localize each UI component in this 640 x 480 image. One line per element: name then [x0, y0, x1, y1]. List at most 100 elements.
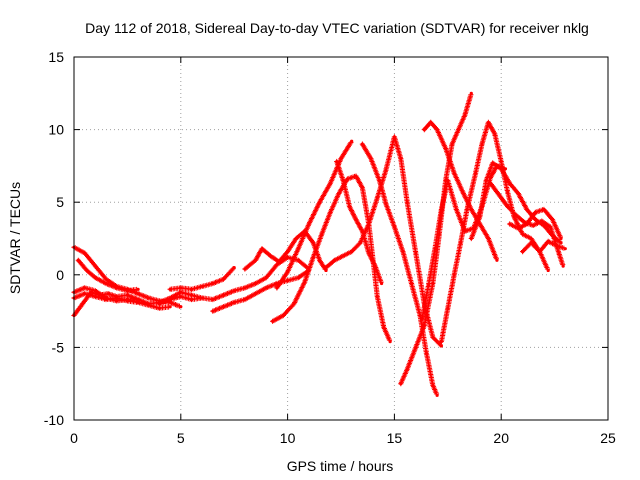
- data-point: [232, 289, 236, 293]
- data-point: [469, 207, 473, 212]
- data-point: [499, 167, 503, 171]
- data-point: [529, 241, 533, 245]
- data-point: [486, 120, 490, 124]
- data-point: [275, 263, 279, 267]
- data-point: [83, 292, 87, 296]
- data-point: [463, 113, 467, 117]
- data-point: [480, 142, 484, 146]
- data-point: [350, 139, 354, 143]
- data-point: [384, 168, 388, 172]
- y-tick-label: -10: [44, 412, 64, 428]
- data-point: [459, 241, 463, 245]
- data-point: [409, 281, 414, 286]
- data-point: [286, 270, 290, 274]
- data-point: [439, 344, 443, 348]
- data-point: [221, 277, 226, 281]
- data-point: [168, 287, 172, 291]
- data-point: [83, 251, 87, 255]
- data-point: [546, 239, 550, 244]
- data-point: [369, 157, 373, 161]
- data-point: [318, 200, 322, 204]
- x-tick-label: 20: [493, 430, 509, 446]
- data-point: [286, 249, 290, 254]
- data-point: [465, 207, 469, 212]
- data-point: [320, 232, 324, 236]
- data-point: [104, 297, 108, 302]
- data-point: [332, 258, 337, 262]
- data-point: [538, 249, 542, 254]
- data-point: [561, 264, 565, 268]
- data-point: [429, 120, 433, 124]
- data-point: [422, 128, 426, 132]
- data-point: [211, 297, 215, 302]
- x-tick-label: 15: [387, 430, 403, 446]
- data-point: [275, 286, 279, 290]
- series-layer: [71, 91, 567, 397]
- data-point: [484, 178, 488, 183]
- data-point: [350, 249, 354, 254]
- data-point: [414, 251, 418, 255]
- data-point: [401, 249, 405, 254]
- data-point: [461, 190, 465, 194]
- data-point: [243, 286, 247, 290]
- data-point: [345, 177, 350, 181]
- data-point: [125, 299, 129, 303]
- data-point: [104, 281, 108, 286]
- data-point: [435, 128, 439, 132]
- data-point: [136, 300, 140, 304]
- series-track-7: [156, 254, 311, 307]
- data-point: [525, 222, 529, 226]
- data-point: [375, 196, 379, 200]
- data-point: [431, 281, 435, 286]
- data-point: [360, 186, 364, 190]
- data-point: [296, 247, 300, 251]
- data-point: [136, 292, 140, 296]
- data-point: [546, 268, 550, 273]
- data-point: [337, 191, 341, 196]
- data-point: [179, 305, 183, 309]
- data-point: [157, 306, 162, 310]
- x-tick-label: 25: [600, 430, 616, 446]
- data-point: [286, 279, 290, 283]
- data-point: [392, 225, 396, 229]
- data-point: [478, 215, 482, 219]
- data-point: [444, 146, 448, 151]
- data-point: [433, 247, 437, 251]
- data-point: [324, 268, 328, 273]
- data-point: [115, 296, 119, 300]
- data-point: [260, 247, 264, 251]
- data-point: [377, 178, 382, 183]
- data-point: [264, 286, 268, 290]
- data-point: [335, 159, 339, 164]
- y-tick-label: 15: [48, 49, 64, 65]
- data-point: [232, 265, 236, 270]
- data-point: [89, 290, 93, 294]
- data-point: [358, 241, 362, 245]
- data-point: [168, 305, 172, 309]
- data-point: [286, 255, 290, 259]
- series-track-18: [438, 119, 551, 345]
- data-point: [179, 294, 183, 299]
- data-point: [303, 280, 307, 284]
- data-point: [435, 393, 439, 397]
- data-point: [179, 286, 183, 290]
- data-point: [360, 142, 364, 146]
- data-point: [520, 232, 525, 236]
- x-tick-label: 10: [280, 430, 296, 446]
- data-point: [189, 287, 194, 291]
- data-point: [253, 258, 258, 262]
- data-point: [550, 218, 555, 222]
- series-track-13: [334, 158, 384, 286]
- data-point: [405, 367, 409, 371]
- data-point: [271, 319, 275, 323]
- series-track-6: [167, 265, 236, 292]
- data-point: [168, 300, 172, 304]
- series-track-22: [520, 238, 567, 255]
- data-point: [540, 219, 544, 223]
- data-point: [414, 345, 418, 349]
- data-point: [520, 249, 525, 254]
- data-point: [232, 300, 236, 304]
- data-point: [491, 161, 495, 165]
- data-point: [446, 306, 450, 310]
